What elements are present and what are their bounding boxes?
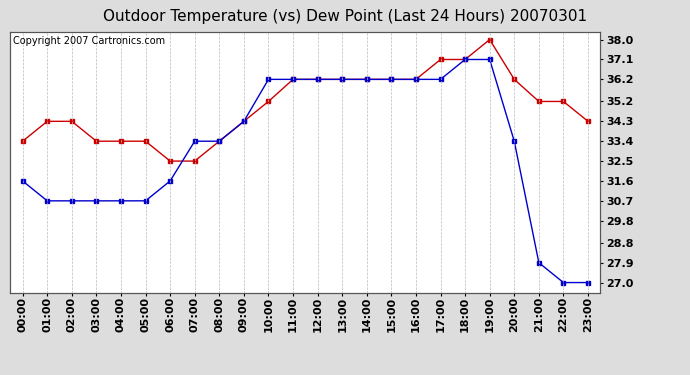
Text: Copyright 2007 Cartronics.com: Copyright 2007 Cartronics.com xyxy=(13,36,166,46)
Text: Outdoor Temperature (vs) Dew Point (Last 24 Hours) 20070301: Outdoor Temperature (vs) Dew Point (Last… xyxy=(103,9,587,24)
